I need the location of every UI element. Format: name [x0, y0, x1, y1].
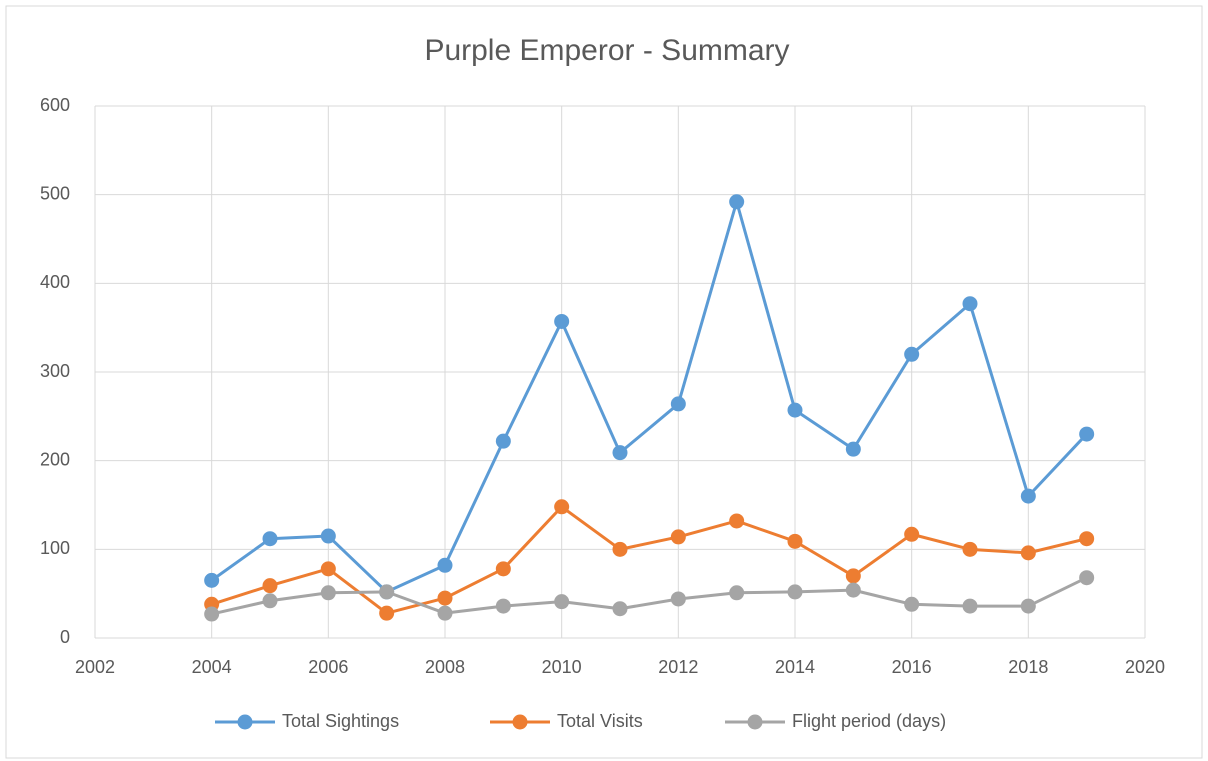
data-point	[320, 585, 336, 601]
x-tick-label: 2014	[775, 657, 815, 677]
data-point	[262, 578, 278, 594]
data-point	[379, 605, 395, 621]
data-point	[1079, 426, 1095, 442]
x-tick-label: 2006	[308, 657, 348, 677]
y-tick-label: 100	[40, 538, 70, 558]
data-point	[962, 598, 978, 614]
data-point	[904, 596, 920, 612]
series-line	[210, 200, 1088, 594]
data-point	[612, 445, 628, 461]
x-tick-label: 2002	[75, 657, 115, 677]
data-point	[787, 533, 803, 549]
data-point	[904, 346, 920, 362]
data-point	[612, 601, 628, 617]
x-tick-label: 2012	[658, 657, 698, 677]
y-tick-label: 300	[40, 361, 70, 381]
data-point	[1020, 545, 1036, 561]
legend-label: Total Visits	[557, 711, 643, 731]
data-point	[845, 582, 861, 598]
legend-label: Total Sightings	[282, 711, 399, 731]
y-tick-label: 500	[40, 183, 70, 203]
x-tick-label: 2004	[192, 657, 232, 677]
data-point	[612, 541, 628, 557]
data-point	[845, 441, 861, 457]
data-point	[437, 590, 453, 606]
y-tick-label: 0	[60, 627, 70, 647]
data-point	[787, 584, 803, 600]
data-point	[437, 557, 453, 573]
data-point	[962, 296, 978, 312]
data-point	[320, 528, 336, 544]
data-point	[204, 606, 220, 622]
data-point	[1020, 488, 1036, 504]
data-point	[729, 513, 745, 529]
data-point	[729, 585, 745, 601]
y-tick-label: 400	[40, 272, 70, 292]
chart-title: Purple Emperor - Summary	[424, 34, 789, 67]
data-point	[495, 598, 511, 614]
data-point	[1079, 531, 1095, 547]
x-tick-label: 2016	[892, 657, 932, 677]
legend-marker	[237, 714, 253, 730]
data-point	[320, 561, 336, 577]
data-point	[495, 433, 511, 449]
data-point	[204, 572, 220, 588]
y-tick-label: 600	[40, 95, 70, 115]
chart-frame	[5, 5, 1203, 759]
data-point	[554, 594, 570, 610]
data-point	[262, 531, 278, 547]
data-point	[670, 529, 686, 545]
data-point	[729, 194, 745, 210]
data-point	[962, 541, 978, 557]
legend-marker	[747, 714, 763, 730]
data-point	[1079, 570, 1095, 586]
data-point	[670, 591, 686, 607]
x-tick-label: 2008	[425, 657, 465, 677]
data-point	[554, 313, 570, 329]
legend-label: Flight period (days)	[792, 711, 946, 731]
data-point	[262, 593, 278, 609]
data-point	[845, 568, 861, 584]
data-point	[379, 584, 395, 600]
data-point	[554, 499, 570, 515]
x-tick-label: 2010	[542, 657, 582, 677]
x-tick-label: 2018	[1008, 657, 1048, 677]
legend-marker	[512, 714, 528, 730]
data-point	[1020, 598, 1036, 614]
data-point	[904, 526, 920, 542]
data-point	[787, 402, 803, 418]
y-tick-label: 200	[40, 449, 70, 469]
data-point	[437, 605, 453, 621]
series-line	[211, 576, 1088, 616]
x-tick-label: 2020	[1125, 657, 1165, 677]
data-point	[670, 396, 686, 412]
data-point	[495, 561, 511, 577]
